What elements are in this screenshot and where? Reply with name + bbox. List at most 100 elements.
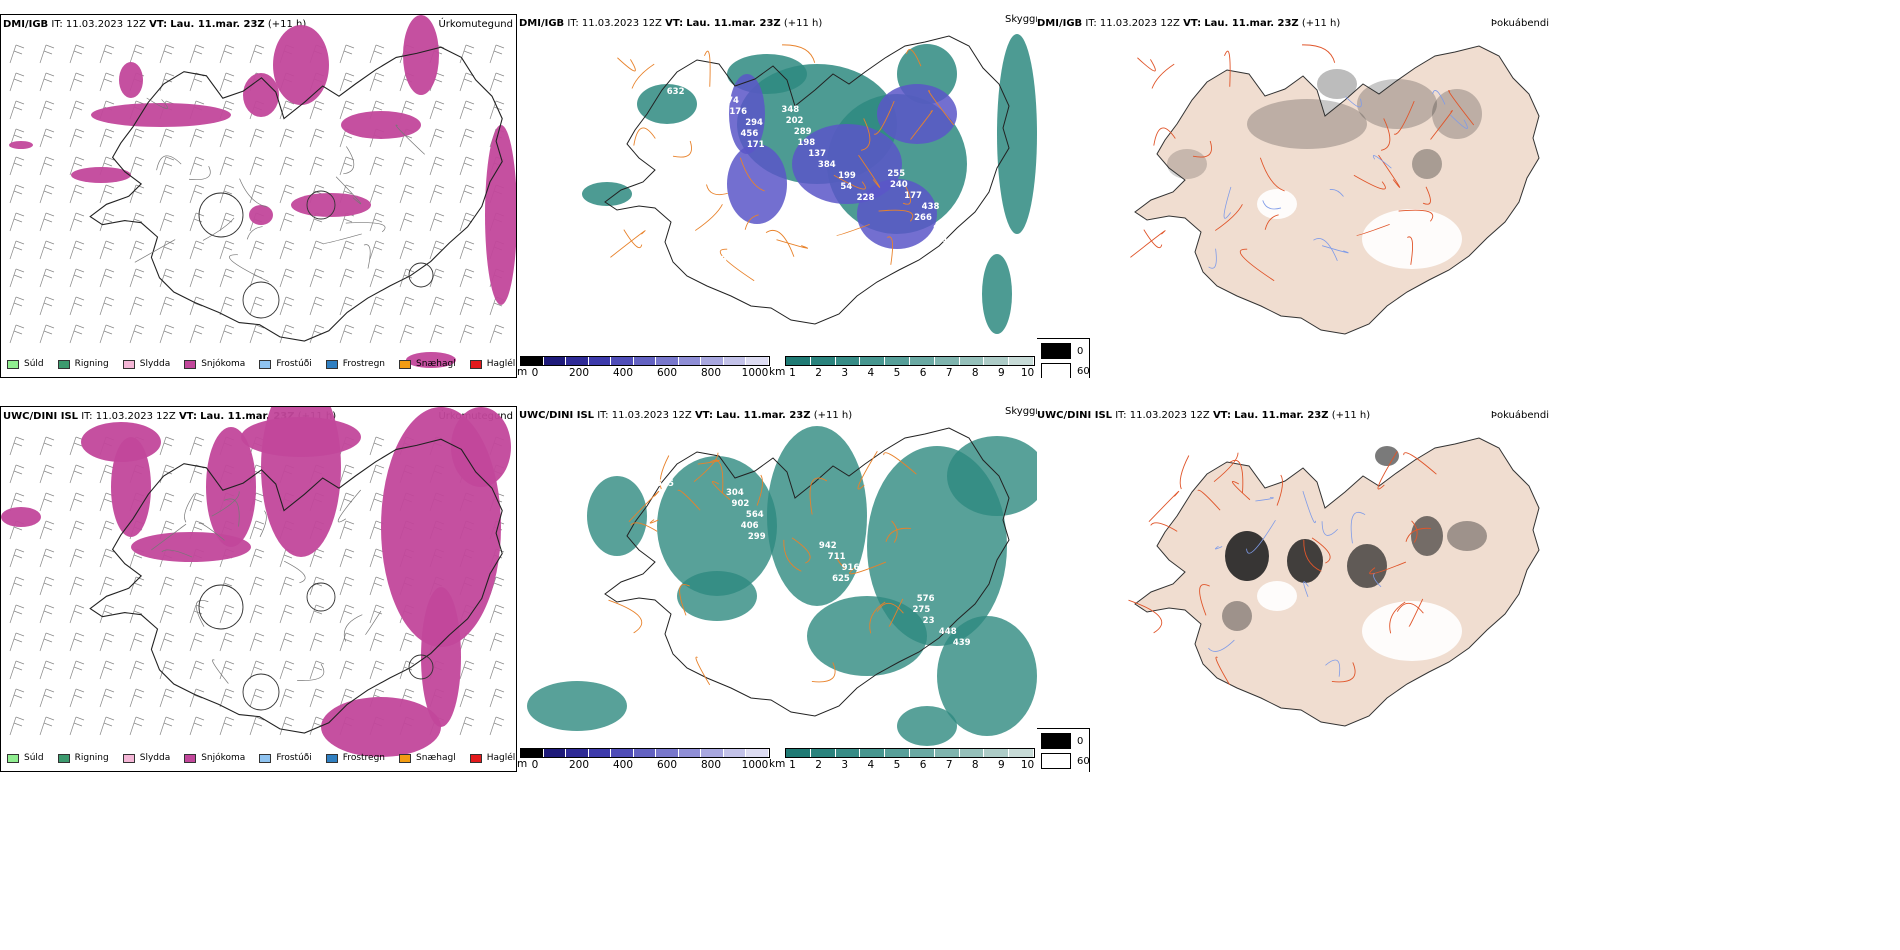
visibility-title-bottom: Skyggni bbox=[1005, 406, 1045, 417]
wind-barb bbox=[159, 296, 175, 316]
wind-barb bbox=[159, 660, 175, 680]
wind-barb bbox=[399, 240, 415, 260]
legend-item: Snæhagl bbox=[399, 359, 456, 369]
ceiling-label: 564 bbox=[746, 510, 764, 520]
wind-barb bbox=[309, 100, 325, 120]
road-line bbox=[694, 204, 723, 231]
road-line bbox=[711, 481, 731, 501]
road-line bbox=[1151, 63, 1175, 89]
colorbar-tick-label: 400 bbox=[612, 759, 634, 771]
coastline bbox=[89, 46, 503, 342]
river-line bbox=[1329, 189, 1344, 197]
legend-item: Frostúði bbox=[259, 359, 312, 369]
wind-barb bbox=[279, 184, 295, 204]
wind-barb bbox=[129, 128, 145, 148]
road-line bbox=[836, 223, 870, 236]
precip-type-legend: Súld Rigning Slydda Snjókoma Frostúði Frostre… bbox=[7, 753, 516, 763]
river-line bbox=[1262, 200, 1282, 210]
wind-barb bbox=[99, 240, 115, 260]
legend-swatch bbox=[325, 359, 338, 369]
ceiling-label: 299 bbox=[748, 532, 766, 542]
road-line bbox=[695, 656, 711, 686]
legend-swatch bbox=[259, 753, 272, 763]
legend-swatch bbox=[259, 359, 272, 369]
fog-legend-row: 0 bbox=[1041, 343, 1083, 359]
colorbar-cell bbox=[521, 749, 544, 757]
road-line bbox=[739, 157, 765, 192]
legend-label: Haglél bbox=[486, 359, 516, 369]
road-line bbox=[887, 236, 894, 265]
colorbar-cell bbox=[723, 357, 747, 365]
wind-barb bbox=[9, 100, 25, 120]
wind-barb bbox=[9, 184, 25, 204]
colorbar-tick-label: 200 bbox=[568, 759, 590, 771]
wind-barb bbox=[99, 268, 115, 288]
road-line bbox=[885, 527, 911, 542]
ceiling-label: 227 bbox=[686, 233, 704, 243]
wind-barb bbox=[99, 128, 115, 148]
vt-label: VT: bbox=[1212, 410, 1231, 421]
colorbar-tick-label: 1 bbox=[789, 367, 796, 378]
wind-barb bbox=[459, 688, 475, 708]
wind-barb bbox=[459, 296, 475, 316]
wind-barb bbox=[249, 688, 265, 708]
snow-area bbox=[341, 111, 421, 139]
wind-barb bbox=[459, 660, 475, 680]
wind-barb bbox=[369, 324, 385, 344]
vt-label: VT: bbox=[178, 411, 197, 422]
fog-legend-row: 60 bbox=[1041, 753, 1090, 769]
wind-barb bbox=[39, 716, 55, 736]
legend-label: Snæhagl bbox=[416, 359, 456, 369]
wind-barb bbox=[99, 688, 115, 708]
road-line bbox=[1378, 154, 1401, 188]
fog-area bbox=[1222, 601, 1252, 631]
legend-label: Súld bbox=[24, 359, 44, 369]
wind-barb bbox=[279, 660, 295, 680]
legend-item: Slydda bbox=[122, 753, 170, 763]
fog-area bbox=[1317, 69, 1357, 99]
road-line bbox=[1403, 452, 1437, 475]
legend-label: Rigning bbox=[74, 359, 109, 369]
colorbar-tick-label: 3 bbox=[841, 367, 849, 378]
wind-barb bbox=[99, 324, 115, 344]
wind-barb bbox=[129, 296, 145, 316]
wind-barb bbox=[39, 576, 55, 596]
wind-barb bbox=[339, 324, 355, 344]
wind-barb bbox=[69, 268, 85, 288]
contour-line bbox=[224, 498, 240, 527]
road-line bbox=[1389, 601, 1406, 634]
ceiling-label: 545 bbox=[656, 479, 674, 489]
road-line bbox=[1369, 561, 1407, 575]
colorbar-tick-label: 5 bbox=[893, 367, 901, 378]
contour-line bbox=[134, 239, 176, 263]
panel-bottom-visibility: UWC/DINI ISL IT: 11.03.2023 12Z VT: Lau.… bbox=[517, 406, 1037, 772]
ceiling-label: 343 bbox=[673, 222, 691, 232]
ceiling-label: 942 bbox=[819, 541, 837, 551]
ceiling-label: 23 bbox=[923, 616, 935, 626]
snow-area bbox=[406, 352, 456, 368]
road-line bbox=[858, 154, 881, 188]
road-line bbox=[811, 662, 836, 683]
road-line bbox=[1377, 451, 1398, 490]
colorbar-unit: m bbox=[517, 366, 528, 378]
colorbar-tick-label: 8 bbox=[971, 759, 979, 771]
fog-map bbox=[1128, 437, 1540, 727]
glacier-outline bbox=[198, 584, 244, 630]
wind-barb bbox=[129, 44, 145, 64]
snow-area bbox=[273, 25, 329, 105]
colorbar-unit: m bbox=[517, 758, 528, 770]
legend-label: Frostúði bbox=[276, 753, 312, 763]
colorbar-tick-label: 2 bbox=[815, 759, 822, 771]
wind-barb bbox=[369, 464, 385, 484]
visibility-area bbox=[767, 426, 867, 606]
road-line bbox=[1231, 481, 1251, 501]
wind-barb bbox=[369, 184, 385, 204]
legend-item: Snjókoma bbox=[184, 359, 245, 369]
model-name: DMI/IGB bbox=[1037, 18, 1083, 29]
colorbar-cell bbox=[588, 357, 612, 365]
colorbar-cell bbox=[678, 749, 702, 757]
wind-barb bbox=[219, 576, 235, 596]
wind-barb bbox=[9, 688, 25, 708]
road-line bbox=[833, 174, 866, 190]
road-line bbox=[765, 229, 795, 257]
